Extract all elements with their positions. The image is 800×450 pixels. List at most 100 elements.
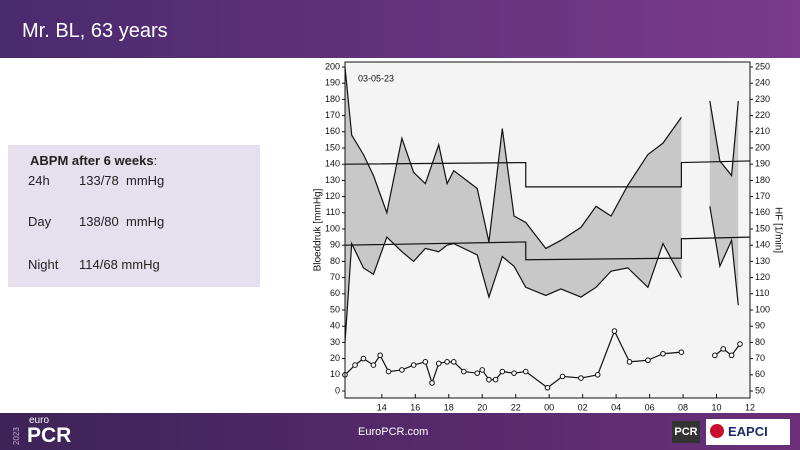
row-value: 138/80 mmHg	[79, 214, 165, 229]
y-tick-label: 50	[330, 304, 340, 314]
y2-tick-label: 110	[755, 288, 769, 298]
hr-point	[626, 359, 633, 365]
y-tick-label: 30	[330, 337, 340, 347]
y-tick-label: 150	[325, 142, 340, 152]
hr-point	[474, 370, 481, 376]
footer: 2023 euro PCR EuroPCR.com PCR EAPCI	[0, 413, 800, 450]
logo-pcr: PCR	[27, 424, 72, 447]
series-line	[344, 206, 739, 343]
y2-tick-label: 250	[755, 61, 770, 71]
y2-tick-label: 90	[755, 321, 765, 331]
hr-point	[435, 360, 442, 367]
hr-point	[728, 352, 735, 359]
hr-point	[450, 359, 457, 365]
logo-year: 2023	[12, 427, 21, 445]
row-label: 24h	[28, 173, 50, 188]
hr-point	[559, 373, 566, 380]
y2-tick-label: 170	[755, 191, 770, 201]
y-tick-label: 10	[330, 369, 340, 379]
bp-band	[709, 101, 739, 306]
y2-tick-label: 200	[755, 142, 770, 152]
x-tick-label: 14	[377, 402, 387, 412]
x-tick-label: 04	[611, 402, 621, 412]
header: Mr. BL, 63 years	[0, 0, 800, 58]
y2-tick-label: 80	[755, 337, 765, 347]
eapci-heart	[710, 424, 724, 438]
url: EuroPCR.com	[358, 426, 429, 438]
series-line	[344, 160, 751, 188]
bp-band	[345, 67, 682, 343]
hr-point	[352, 362, 358, 368]
y-tick-label: 170	[325, 110, 340, 120]
hr-point	[360, 355, 367, 362]
x-tick-label: 08	[678, 402, 688, 412]
heading-text: ABPM after 6 weeks	[30, 153, 154, 168]
y2-tick-label: 50	[755, 385, 765, 395]
y2-tick-label: 120	[755, 272, 770, 282]
y-tick-label: 120	[325, 191, 340, 201]
y-tick-label: 110	[326, 207, 340, 217]
y-tick-label: 100	[325, 223, 340, 233]
x-tick-label: 16	[410, 402, 420, 412]
plot-frame	[344, 61, 751, 399]
y2-tick-label: 190	[755, 159, 770, 169]
hr-point	[492, 376, 499, 383]
y-tick-label: 90	[330, 240, 340, 250]
summary-panel: ABPM after 6 weeks: 24h 133/78 mmHg Day 13…	[8, 145, 260, 287]
y-tick-label: 40	[330, 321, 340, 331]
y2-tick-label: 130	[755, 256, 770, 266]
hr-point	[444, 359, 450, 365]
y2-axis-label: HF [1/min]	[772, 207, 783, 253]
hr-point	[737, 341, 743, 347]
y-tick-label: 130	[325, 175, 340, 185]
y2-tick-label: 180	[755, 175, 770, 185]
hr-point	[720, 346, 727, 352]
row-label: Night	[28, 257, 59, 272]
y2-tick-label: 150	[755, 223, 770, 233]
y-axis-label: Bloeddruk [mmHg]	[313, 188, 324, 271]
hr-point	[486, 376, 492, 383]
series-line	[344, 236, 751, 261]
x-tick-label: 00	[544, 402, 554, 412]
y-tick-label: 60	[330, 288, 340, 298]
x-tick-label: 18	[444, 402, 454, 412]
y-tick-label: 20	[330, 353, 340, 363]
hr-point	[410, 362, 417, 368]
x-tick-label: 10	[712, 402, 722, 412]
hr-point	[578, 375, 584, 381]
hr-point	[377, 352, 383, 359]
y-tick-label: 80	[330, 256, 340, 266]
heading-punct: :	[153, 153, 158, 168]
hr-point	[461, 368, 467, 375]
annotation: 03-05-23	[358, 73, 394, 83]
y-tick-label: 70	[330, 272, 340, 282]
y-tick-label: 190	[325, 78, 340, 88]
x-tick-label: 20	[477, 402, 487, 412]
pcr-badge: PCR	[672, 421, 700, 443]
y2-tick-label: 140	[755, 240, 770, 250]
row: Day 138/80 mmHg	[28, 214, 164, 229]
series-line	[344, 329, 741, 389]
hr-point	[429, 380, 435, 386]
row: 24h 133/78 mmHg	[28, 173, 164, 188]
hr-point	[660, 350, 666, 357]
logo-euro: euro	[29, 415, 50, 426]
y2-tick-label: 210	[755, 126, 770, 136]
x-tick-label: 06	[645, 402, 655, 412]
hr-point	[385, 368, 392, 375]
y2-tick-label: 60	[755, 369, 765, 379]
y2-tick-label: 230	[755, 94, 770, 104]
hr-point	[499, 368, 506, 375]
row-value: 133/78 mmHg	[79, 173, 165, 188]
row-value: 114/68 mmHg	[79, 257, 160, 272]
hr-point	[611, 328, 618, 334]
y-tick-label: 140	[325, 159, 340, 169]
hr-point	[399, 367, 405, 373]
series-line	[344, 66, 739, 250]
row-label: Day	[28, 214, 52, 229]
x-tick-label: 02	[578, 402, 588, 412]
x-tick-label: 22	[511, 402, 521, 412]
y2-tick-label: 220	[755, 110, 770, 120]
